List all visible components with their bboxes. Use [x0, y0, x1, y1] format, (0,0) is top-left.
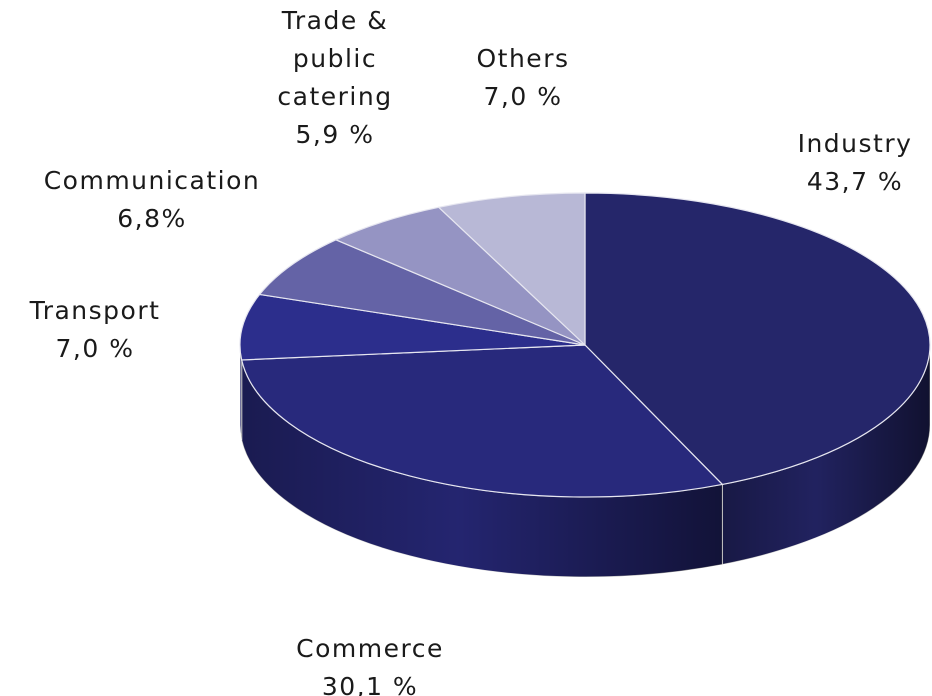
slice	[334, 206, 586, 346]
side-shade	[241, 359, 723, 578]
slice	[240, 344, 724, 498]
value-label: 43,7 %	[807, 167, 903, 196]
value-label: 7,0 %	[484, 82, 563, 111]
value-label: 5,9 %	[296, 120, 375, 149]
side-shade	[722, 345, 931, 565]
value-label: 30,1 %	[322, 672, 418, 696]
category-label: Communication	[44, 166, 261, 195]
slice	[584, 192, 931, 486]
category-label: Trade & public catering	[277, 6, 392, 111]
value-label: 7,0 %	[56, 334, 135, 363]
category-label: Others	[476, 44, 569, 73]
side-shade	[240, 345, 242, 440]
slice	[239, 293, 586, 361]
slice	[437, 192, 586, 347]
slice	[258, 239, 586, 346]
category-label: Industry	[798, 129, 913, 158]
category-label: Transport	[29, 296, 161, 325]
category-label: Commerce	[296, 634, 444, 663]
value-label: 6,8%	[117, 204, 187, 233]
